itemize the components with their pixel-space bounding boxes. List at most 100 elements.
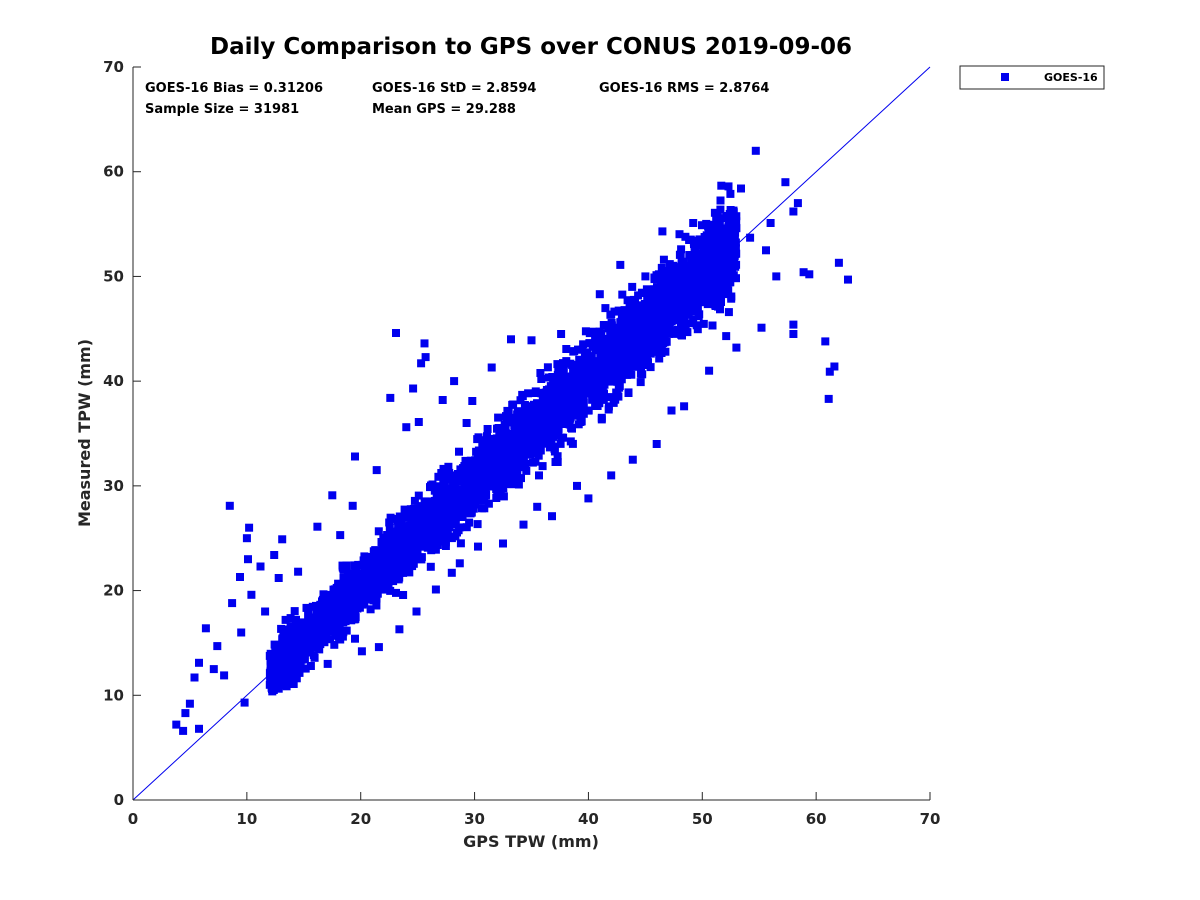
data-point <box>580 380 589 388</box>
data-point <box>494 461 503 470</box>
data-point <box>438 514 447 523</box>
data-point <box>729 252 737 261</box>
data-point <box>562 345 571 353</box>
data-point <box>661 347 670 356</box>
data-point <box>415 537 424 546</box>
data-point <box>360 552 369 561</box>
data-point <box>309 651 318 660</box>
data-point <box>725 235 734 244</box>
data-point <box>490 469 499 478</box>
data-point <box>471 500 480 509</box>
data-point <box>444 462 453 471</box>
data-point <box>613 358 622 367</box>
data-point <box>441 487 450 496</box>
data-point <box>387 559 396 568</box>
point-cloud <box>265 181 741 696</box>
data-point <box>584 494 593 503</box>
data-point <box>267 667 276 676</box>
data-point <box>546 423 555 432</box>
data-point <box>534 451 543 460</box>
data-point <box>308 616 317 625</box>
data-point <box>679 257 688 266</box>
data-point <box>338 561 347 570</box>
data-point <box>281 615 290 624</box>
data-point <box>279 679 288 688</box>
data-point <box>338 594 347 602</box>
data-point <box>628 338 637 347</box>
data-point <box>339 628 348 637</box>
data-point <box>309 620 318 629</box>
data-point <box>393 530 401 539</box>
data-point <box>705 288 714 297</box>
data-point <box>725 278 734 287</box>
data-point <box>405 521 414 530</box>
data-point <box>625 313 634 322</box>
data-point <box>342 574 351 583</box>
data-point <box>720 246 729 255</box>
data-point <box>598 395 607 404</box>
data-point <box>731 228 740 237</box>
data-point <box>399 568 408 577</box>
data-point <box>607 471 616 480</box>
data-point <box>400 505 409 514</box>
data-point <box>663 286 672 295</box>
data-point <box>397 531 406 540</box>
data-point <box>445 523 454 532</box>
data-point <box>507 335 515 344</box>
data-point <box>583 367 592 376</box>
data-point <box>591 385 600 394</box>
data-point <box>242 534 251 543</box>
data-point <box>450 488 458 497</box>
data-point <box>271 647 280 656</box>
data-point <box>659 255 668 264</box>
data-point <box>407 553 416 562</box>
data-points <box>172 146 852 735</box>
data-point <box>397 542 406 551</box>
data-point <box>480 495 488 504</box>
data-point <box>632 316 641 325</box>
data-point <box>478 442 487 451</box>
data-point <box>295 627 304 635</box>
data-point <box>789 330 798 338</box>
data-point <box>398 564 407 573</box>
data-point <box>306 662 315 670</box>
data-point <box>598 388 607 397</box>
data-point <box>547 437 556 446</box>
data-point <box>517 444 526 453</box>
data-point <box>588 395 597 404</box>
data-point <box>638 349 647 357</box>
data-point <box>690 254 699 263</box>
data-point <box>711 291 720 300</box>
data-point <box>483 446 492 455</box>
data-point <box>395 625 404 634</box>
data-point <box>606 345 615 354</box>
data-point <box>701 277 710 286</box>
data-point <box>460 506 469 515</box>
data-point <box>591 329 600 338</box>
data-point <box>679 277 688 286</box>
x-tick-label: 40 <box>578 810 599 828</box>
data-point <box>676 250 685 259</box>
data-point <box>666 291 675 300</box>
data-point <box>396 517 405 525</box>
data-point <box>559 412 568 421</box>
data-point <box>381 566 390 575</box>
data-point <box>474 542 482 551</box>
data-point <box>652 331 661 340</box>
data-point <box>343 569 352 578</box>
data-point <box>319 594 328 602</box>
stat-sample-size: Sample Size = 31981 <box>145 102 299 117</box>
data-point <box>538 413 547 422</box>
data-point <box>493 424 501 433</box>
data-point <box>713 209 722 218</box>
y-tick-label: 30 <box>103 477 124 495</box>
data-point <box>715 240 724 249</box>
data-point <box>560 378 568 387</box>
data-point <box>531 457 540 466</box>
data-point <box>505 476 514 485</box>
data-point <box>512 456 521 465</box>
data-point <box>707 278 716 287</box>
data-point <box>462 523 471 532</box>
data-point <box>425 508 434 517</box>
data-point <box>315 645 324 654</box>
